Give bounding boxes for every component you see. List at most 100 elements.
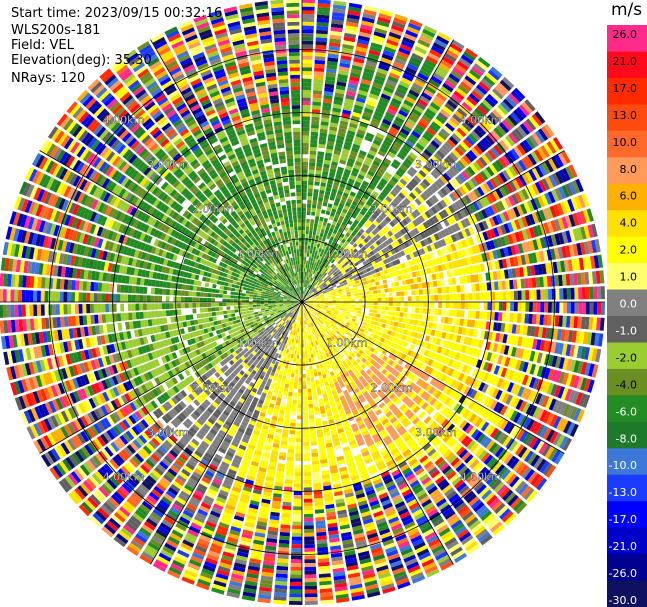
- velocity-gate: [329, 268, 334, 273]
- velocity-gate: [515, 267, 521, 278]
- velocity-gate: [342, 109, 352, 115]
- velocity-gate: [333, 237, 338, 243]
- velocity-gate: [314, 501, 324, 507]
- velocity-gate: [467, 192, 475, 202]
- velocity-gate: [428, 143, 438, 152]
- velocity-gate: [485, 230, 493, 240]
- velocity-gate: [493, 401, 502, 412]
- velocity-gate: [319, 307, 324, 310]
- velocity-gate: [489, 228, 496, 239]
- velocity-gate: [362, 269, 368, 274]
- velocity-gate: [554, 342, 561, 354]
- velocity-gate: [529, 376, 537, 389]
- velocity-gate: [457, 144, 467, 154]
- velocity-gate: [417, 120, 428, 130]
- velocity-gate: [573, 360, 580, 373]
- velocity-gate: [506, 302, 511, 311]
- velocity-gate: [393, 343, 399, 350]
- velocity-gate: [350, 278, 355, 283]
- velocity-gate: [444, 357, 451, 366]
- velocity-gate: [390, 320, 395, 326]
- velocity-gate: [328, 129, 337, 135]
- velocity-gate: [387, 151, 396, 159]
- velocity-gate: [557, 217, 565, 230]
- velocity-gate: [570, 197, 579, 211]
- velocity-gate: [430, 302, 435, 308]
- velocity-gate: [339, 159, 347, 165]
- velocity-gate: [414, 360, 421, 368]
- velocity-gate: [362, 13, 376, 20]
- velocity-gate: [305, 303, 310, 305]
- velocity-gate: [417, 354, 424, 362]
- velocity-gate: [358, 302, 363, 305]
- velocity-gate: [327, 276, 332, 281]
- velocity-gate: [343, 297, 348, 300]
- velocity-gate: [461, 374, 469, 383]
- velocity-gate: [500, 379, 508, 390]
- velocity-gate: [358, 243, 364, 249]
- velocity-gate: [456, 211, 464, 220]
- velocity-gate: [515, 177, 524, 189]
- velocity-gate: [399, 43, 413, 52]
- velocity-gate: [552, 137, 563, 150]
- velocity-gate: [472, 358, 479, 367]
- velocity-gate: [320, 228, 325, 234]
- velocity-gate: [372, 82, 383, 90]
- velocity-gate: [484, 96, 496, 108]
- velocity-gate: [515, 399, 524, 410]
- velocity-gate: [406, 330, 412, 337]
- velocity-gate: [317, 302, 321, 304]
- velocity-gate: [304, 581, 317, 586]
- velocity-gate: [562, 372, 570, 385]
- velocity-gate: [349, 256, 355, 261]
- velocity-gate: [391, 123, 401, 131]
- velocity-gate: [343, 36, 356, 43]
- velocity-gate: [391, 97, 402, 106]
- velocity-gate: [426, 295, 431, 301]
- velocity-gate: [368, 197, 375, 204]
- velocity-gate: [347, 253, 353, 259]
- velocity-gate: [338, 203, 345, 209]
- velocity-gate: [442, 340, 449, 348]
- velocity-gate: [340, 257, 345, 262]
- velocity-gate: [376, 272, 381, 277]
- velocity-gate: [492, 250, 498, 260]
- velocity-gate: [353, 108, 363, 115]
- velocity-gate: [311, 112, 320, 118]
- velocity-gate: [502, 98, 515, 110]
- velocity-gate: [471, 90, 483, 101]
- velocity-gate: [478, 221, 486, 232]
- velocity-gate: [440, 229, 447, 238]
- velocity-gate: [504, 269, 509, 279]
- velocity-gate: [302, 82, 312, 87]
- velocity-gate: [317, 10, 330, 16]
- velocity-gate: [382, 188, 390, 196]
- velocity-gate: [546, 382, 555, 395]
- velocity-gates: [0, 0, 605, 605]
- velocity-gate: [409, 221, 416, 229]
- velocity-gate: [381, 297, 386, 302]
- velocity-gate: [460, 384, 468, 394]
- velocity-gate: [304, 324, 307, 329]
- velocity-gate: [517, 302, 522, 312]
- velocity-gate: [445, 387, 453, 396]
- velocity-gate: [395, 258, 401, 265]
- velocity-gate: [554, 315, 560, 327]
- velocity-gate: [500, 224, 507, 235]
- velocity-gate: [312, 258, 316, 263]
- velocity-gate: [312, 105, 321, 110]
- velocity-gate: [332, 322, 337, 327]
- velocity-gate: [290, 578, 302, 583]
- velocity-gate: [323, 250, 328, 255]
- velocity-gate: [348, 326, 353, 330]
- velocity-gate: [555, 302, 560, 314]
- velocity-gate: [313, 192, 319, 198]
- velocity-gate: [302, 40, 314, 45]
- velocity-gate: [304, 297, 309, 300]
- velocity-gate: [514, 347, 521, 358]
- velocity-gate: [293, 495, 302, 499]
- velocity-gate: [430, 352, 437, 360]
- velocity-gate: [464, 375, 472, 385]
- velocity-gate: [462, 138, 473, 149]
- velocity-gate: [298, 385, 302, 390]
